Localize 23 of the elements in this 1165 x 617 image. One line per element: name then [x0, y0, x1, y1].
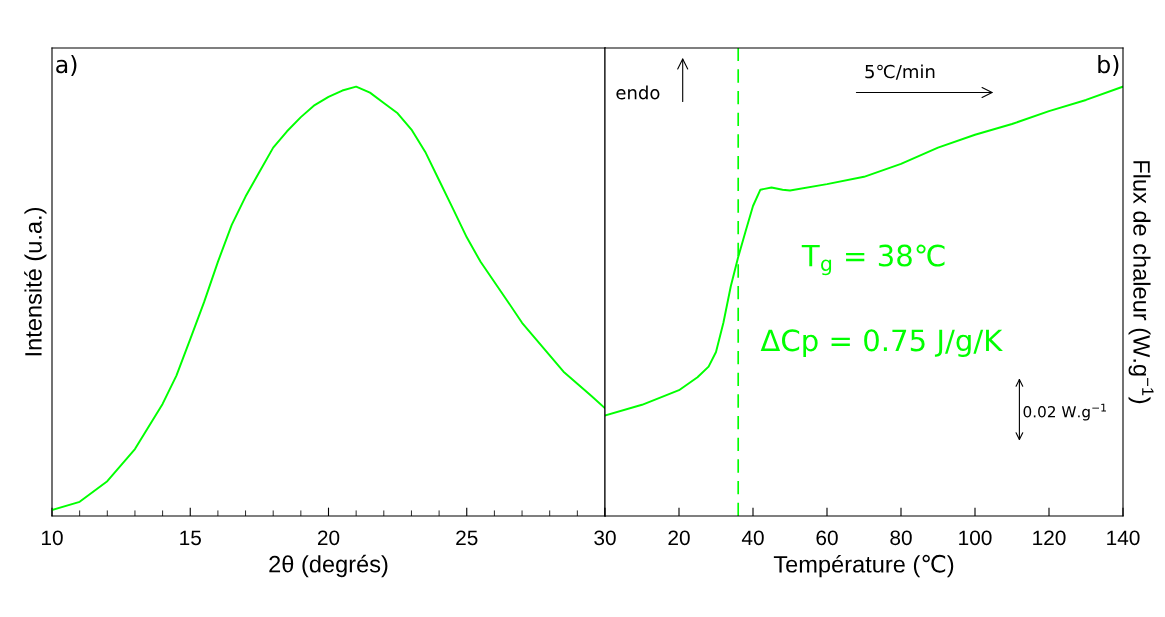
- text: b): [1098, 55, 1119, 77]
- x-tick-label: 60: [816, 530, 838, 546]
- y-axis-title: Flux de chaleur (W.g$^{−1}$): [1128, 161, 1154, 404]
- annotation: ΔCp = 0.75 J/g/K: [760, 329, 1003, 358]
- x-tick-label: 140: [1107, 530, 1140, 546]
- x-tick-label: 40: [741, 530, 764, 546]
- y-axis-title: Intensité (u.a.): [24, 208, 47, 356]
- annotation: 0.02 W.g$^{−1}$: [1023, 403, 1106, 421]
- x-tick-label: 15: [180, 530, 201, 546]
- x-tick-label: 120: [1033, 530, 1066, 546]
- annotation: T$_{g}$ = 38℃: [801, 244, 945, 276]
- text: 5℃/min: [865, 64, 935, 80]
- annotation: endo: [616, 85, 660, 100]
- x-tick-label: 25: [456, 530, 478, 546]
- text: a): [56, 55, 77, 77]
- x-tick-label: 20: [668, 530, 690, 546]
- x-tick-label: 20: [317, 530, 340, 546]
- x-tick-label: 10: [42, 530, 63, 546]
- x-tick-label: 100: [959, 530, 992, 546]
- x-axis-title: 2θ (degrés): [269, 554, 388, 578]
- x-tick-label: 80: [890, 530, 912, 546]
- x-tick-label: 30: [594, 530, 616, 546]
- x-axis-title: Température (℃): [773, 554, 954, 578]
